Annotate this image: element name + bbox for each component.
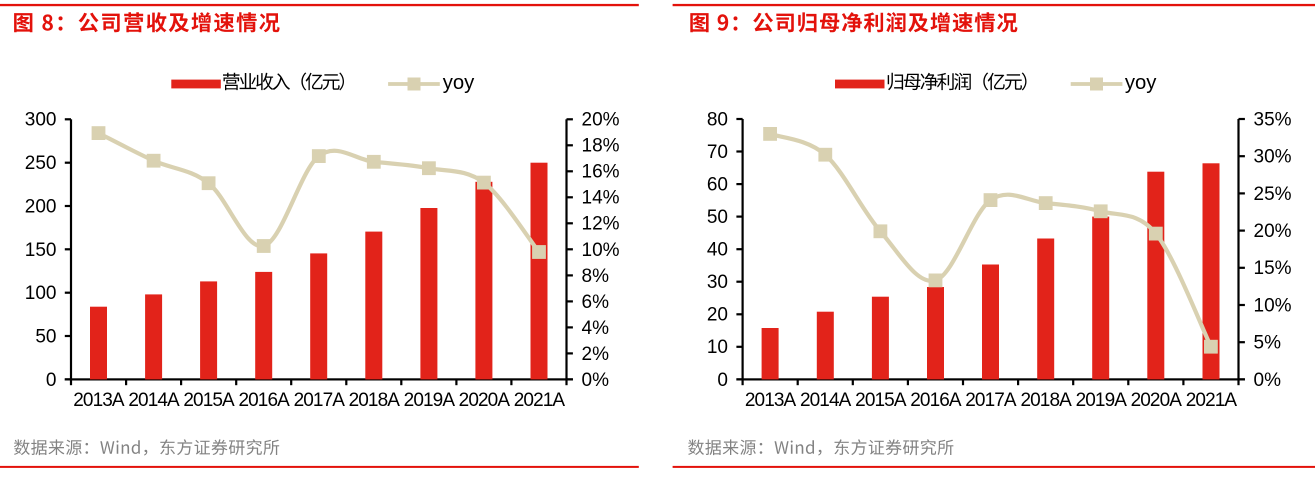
svg-text:2017A: 2017A xyxy=(965,390,1017,411)
svg-text:10%: 10% xyxy=(582,240,620,261)
svg-text:200: 200 xyxy=(25,196,57,217)
svg-text:40: 40 xyxy=(707,240,728,261)
svg-text:16%: 16% xyxy=(582,162,620,183)
svg-text:2017A: 2017A xyxy=(294,390,346,411)
svg-text:yoy: yoy xyxy=(443,72,475,94)
svg-text:yoy: yoy xyxy=(1125,72,1157,94)
svg-text:25%: 25% xyxy=(1254,184,1292,205)
svg-text:10: 10 xyxy=(707,337,728,358)
svg-text:20%: 20% xyxy=(1254,221,1292,242)
svg-text:2018A: 2018A xyxy=(1020,390,1072,411)
svg-text:15%: 15% xyxy=(1254,258,1292,279)
svg-text:300: 300 xyxy=(25,110,57,131)
svg-text:35%: 35% xyxy=(1254,109,1292,130)
svg-text:0: 0 xyxy=(46,370,57,391)
svg-text:0: 0 xyxy=(717,370,728,391)
svg-text:2020A: 2020A xyxy=(459,390,511,411)
svg-text:150: 150 xyxy=(25,240,57,261)
svg-text:50: 50 xyxy=(707,207,728,228)
svg-text:2016A: 2016A xyxy=(238,390,290,411)
svg-text:2018A: 2018A xyxy=(349,390,401,411)
svg-text:12%: 12% xyxy=(582,214,620,235)
svg-text:18%: 18% xyxy=(582,136,620,157)
svg-text:70: 70 xyxy=(707,142,728,163)
svg-text:10%: 10% xyxy=(1254,295,1292,316)
svg-text:2015A: 2015A xyxy=(855,390,907,411)
svg-text:14%: 14% xyxy=(582,188,620,209)
svg-text:100: 100 xyxy=(25,283,57,304)
svg-text:4%: 4% xyxy=(582,318,610,339)
svg-text:2019A: 2019A xyxy=(404,390,456,411)
svg-text:30: 30 xyxy=(707,272,728,293)
svg-text:20: 20 xyxy=(707,305,728,326)
svg-text:30%: 30% xyxy=(1254,147,1292,168)
svg-text:60: 60 xyxy=(707,175,728,196)
svg-text:8%: 8% xyxy=(582,266,610,287)
svg-text:5%: 5% xyxy=(1254,333,1282,354)
svg-text:2015A: 2015A xyxy=(183,390,235,411)
svg-text:0%: 0% xyxy=(582,370,610,391)
svg-text:2016A: 2016A xyxy=(910,390,962,411)
svg-text:6%: 6% xyxy=(582,292,610,313)
svg-text:2%: 2% xyxy=(582,344,610,365)
svg-text:50: 50 xyxy=(35,326,56,347)
svg-text:2020A: 2020A xyxy=(1131,390,1183,411)
svg-text:0%: 0% xyxy=(1254,370,1282,391)
svg-text:80: 80 xyxy=(707,109,728,130)
svg-text:2021A: 2021A xyxy=(1186,390,1238,411)
svg-text:2013A: 2013A xyxy=(745,390,797,411)
svg-text:2013A: 2013A xyxy=(73,390,125,411)
svg-text:2014A: 2014A xyxy=(128,390,180,411)
svg-text:250: 250 xyxy=(25,153,57,174)
svg-text:2014A: 2014A xyxy=(800,390,852,411)
svg-text:2021A: 2021A xyxy=(514,390,566,411)
svg-text:2019A: 2019A xyxy=(1076,390,1128,411)
svg-text:20%: 20% xyxy=(582,110,620,131)
